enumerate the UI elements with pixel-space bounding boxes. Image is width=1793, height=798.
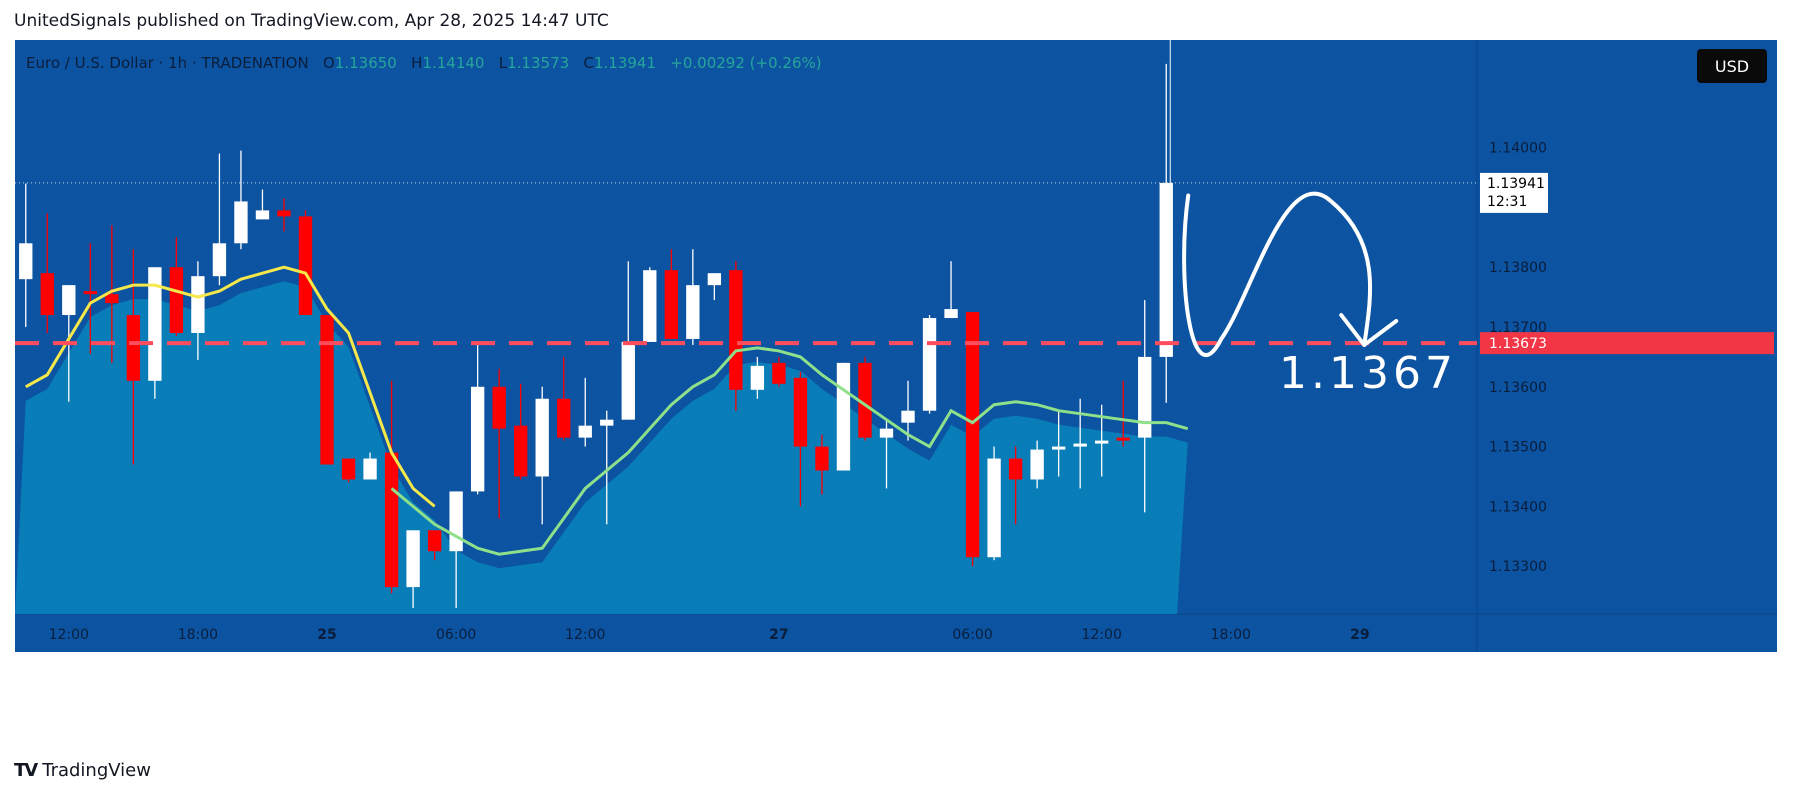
close-label: C [583, 54, 594, 72]
low-value: 1.13573 [507, 54, 570, 72]
time-axis-tick-label: 12:00 [49, 627, 89, 643]
candle-up [750, 365, 765, 390]
candle-down [126, 315, 141, 381]
candle-up [1138, 356, 1152, 438]
tradingview-logo-icon: TV [14, 760, 38, 781]
symbol-title: Euro / U.S. Dollar · 1h · TRADENATION [26, 54, 309, 72]
open-label: O [322, 54, 335, 72]
candle-up [255, 210, 270, 220]
candle-up [363, 458, 377, 480]
candle-up [1030, 449, 1044, 480]
candle-up [19, 243, 33, 280]
candle-down [341, 458, 356, 480]
candle-down [384, 452, 399, 588]
ma-area-fill [15, 281, 1188, 614]
candle-down [793, 377, 808, 447]
hand-drawn-arrow [1182, 191, 1373, 357]
candle-up [406, 530, 420, 588]
level-price-badge [1480, 332, 1774, 355]
candle-down [298, 216, 313, 316]
countdown-label: 12:31 [1487, 194, 1527, 210]
candle-down [772, 362, 786, 384]
tradingview-logo[interactable]: TV TradingView [14, 760, 151, 781]
candle-up [234, 201, 248, 244]
candle-up [535, 398, 549, 477]
candle-up [987, 458, 1001, 558]
candle-up [600, 419, 614, 426]
candle-up [1095, 440, 1109, 444]
price-axis-tick-label: 1.13500 [1489, 440, 1547, 456]
high-value: 1.14140 [422, 54, 485, 72]
candle-up [922, 318, 937, 411]
candle-down [40, 273, 54, 316]
currency-button[interactable]: USD [1697, 49, 1767, 83]
candle-up [212, 243, 227, 277]
time-axis-tick-label: 18:00 [178, 627, 218, 643]
change-value: +0.00292 (+0.26%) [670, 54, 822, 72]
time-axis-tick-label: 27 [769, 627, 788, 643]
high-label: H [411, 54, 423, 72]
price-axis-tick-label: 1.13800 [1489, 260, 1547, 276]
symbol-legend: Euro / U.S. Dollar · 1h · TRADENATION O1… [26, 54, 822, 72]
time-axis-tick-label: 25 [317, 627, 336, 643]
candle-down [664, 270, 678, 339]
candle-down [320, 315, 334, 465]
candle-up [707, 273, 722, 286]
candle-up [1073, 443, 1087, 447]
time-axis-tick-label: 12:00 [565, 627, 605, 643]
candle-up [1051, 446, 1066, 450]
tradingview-brand: TradingView [42, 760, 151, 781]
candle-down [83, 291, 97, 295]
time-axis-tick-label: 06:00 [952, 627, 992, 643]
candle-down [557, 398, 571, 438]
price-axis-tick-label: 1.13600 [1489, 380, 1547, 396]
open-value: 1.13650 [334, 54, 397, 72]
candle-up [578, 425, 592, 438]
candle-down [427, 530, 442, 552]
time-axis-tick-label: 18:00 [1211, 627, 1251, 643]
candle-down [105, 294, 119, 304]
candle-down [729, 270, 743, 390]
low-label: L [498, 54, 508, 72]
moving-average-green [390, 346, 1189, 556]
close-value: 1.13941 [593, 54, 656, 72]
candle-down [492, 386, 506, 429]
candle-down [514, 425, 528, 477]
candle-up [621, 341, 635, 420]
candle-up [191, 276, 205, 333]
last-price-label: 1.13941 [1487, 176, 1545, 192]
time-axis-tick-label: 12:00 [1082, 627, 1122, 643]
moving-average-yellow [25, 265, 436, 508]
candle-up [148, 267, 162, 381]
candle-up [901, 410, 915, 423]
candle-up [879, 428, 894, 438]
candle-up [686, 285, 700, 339]
candle-down [277, 210, 291, 217]
candle-down [169, 267, 184, 333]
candle-up [944, 309, 958, 319]
candle-up [62, 285, 76, 316]
time-axis-tick-label: 29 [1350, 627, 1369, 643]
candle-up [1159, 182, 1173, 357]
candle-up [836, 362, 851, 471]
candle-down [1116, 437, 1130, 441]
level-price-label: 1.13673 [1489, 336, 1547, 352]
arrow-head-icon [1339, 313, 1399, 347]
last-price-badge [1480, 172, 1548, 213]
time-axis-tick-label: 06:00 [436, 627, 476, 643]
published-by-line: UnitedSignals published on TradingView.c… [14, 11, 609, 31]
candle-up [470, 386, 485, 492]
price-axis-tick-label: 1.14000 [1489, 141, 1547, 157]
candle-down [815, 446, 829, 471]
candle-down [1008, 458, 1023, 480]
candle-down [965, 312, 980, 558]
candle-up [643, 270, 657, 342]
price-axis-tick-label: 1.13300 [1489, 559, 1547, 575]
candle-up [449, 491, 463, 552]
target-price-annotation: 1.1367 [1279, 348, 1457, 399]
price-axis-tick-label: 1.13700 [1489, 320, 1547, 336]
price-axis-tick-label: 1.13400 [1489, 499, 1547, 515]
candle-down [858, 362, 872, 438]
